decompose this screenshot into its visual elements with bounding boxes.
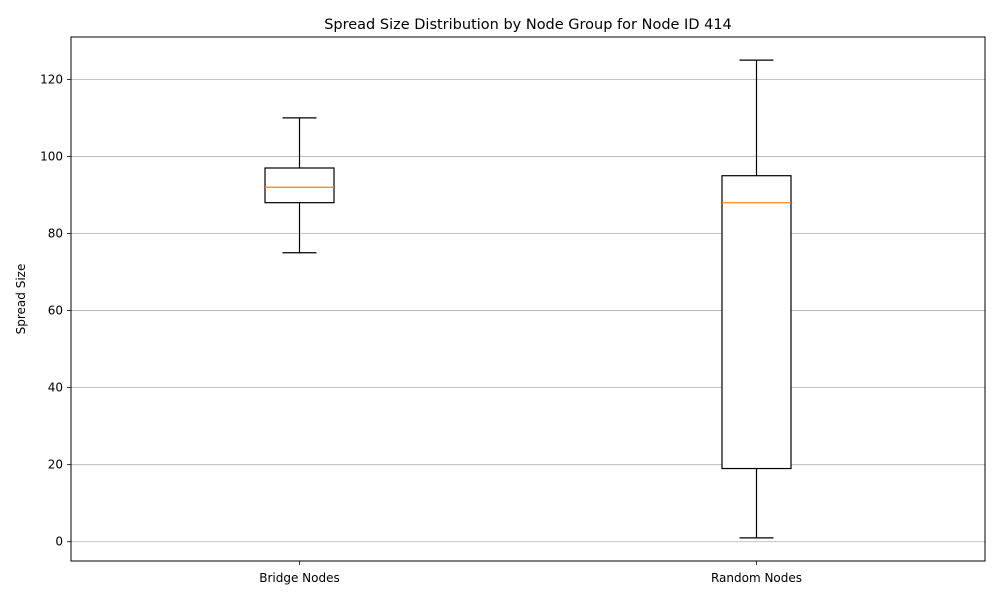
y-tick-label: 60 (48, 304, 63, 318)
plot-frame (70, 36, 986, 562)
y-axis-label: Spread Size (14, 264, 28, 335)
boxes-layer (264, 59, 792, 539)
y-tick-label: 40 (48, 381, 63, 395)
y-tick-label: 80 (48, 227, 63, 241)
grid-lines (71, 78, 985, 543)
x-tick-label: Bridge Nodes (259, 571, 340, 585)
x-tick-label: Random Nodes (711, 571, 802, 585)
y-axis-ticks: 0 20 40 60 80 100 120 (40, 72, 71, 549)
x-axis-ticks: Bridge Nodes Random Nodes (259, 561, 802, 585)
chart-title: Spread Size Distribution by Node Group f… (324, 17, 732, 33)
y-tick-label: 0 (55, 535, 63, 549)
y-tick-label: 120 (40, 72, 63, 86)
box-2 (721, 59, 792, 539)
iqr-box (264, 167, 335, 204)
box-1 (264, 117, 335, 254)
y-tick-label: 20 (48, 458, 63, 472)
y-tick-label: 100 (40, 149, 63, 163)
iqr-box (721, 175, 792, 470)
